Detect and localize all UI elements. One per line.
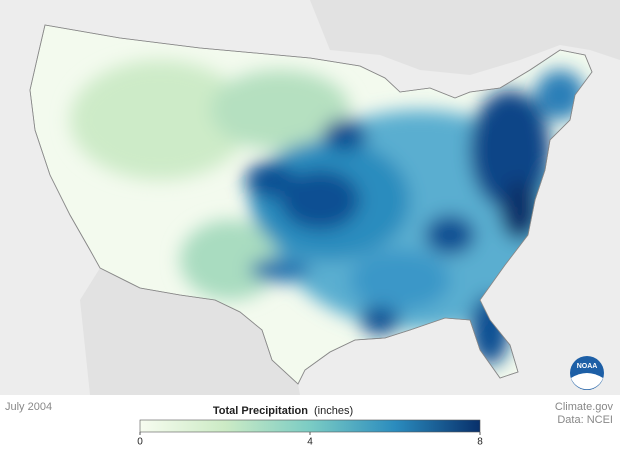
logo-text: NOAA bbox=[577, 363, 598, 370]
date-label: July 2004 bbox=[5, 401, 52, 413]
noaa-logo: NOAA bbox=[570, 356, 604, 390]
legend-tick-label: 8 bbox=[477, 437, 483, 448]
legend-title: Total Precipitation bbox=[213, 405, 308, 417]
color-bar bbox=[139, 419, 481, 433]
legend-units: (inches) bbox=[314, 405, 353, 417]
credit: Climate.gov bbox=[555, 401, 614, 413]
credit: Data: NCEI bbox=[557, 414, 613, 426]
legend-tick-label: 0 bbox=[137, 437, 143, 448]
precipitation-field bbox=[70, 60, 585, 365]
canada bbox=[310, 0, 620, 75]
mexico bbox=[80, 268, 300, 395]
legend-tick-label: 4 bbox=[307, 437, 313, 448]
